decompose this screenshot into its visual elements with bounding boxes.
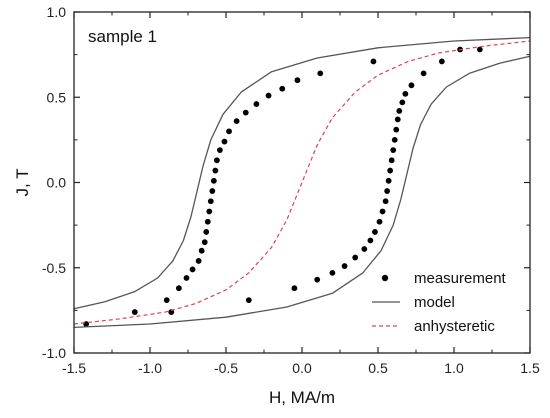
legend-measurement-label: measurement xyxy=(414,270,507,287)
measurement-point xyxy=(399,99,406,106)
x-tick-label: -1.0 xyxy=(138,360,162,376)
measurement-point xyxy=(131,309,138,315)
measurement-point xyxy=(242,109,249,116)
x-tick-label: 0.5 xyxy=(368,360,388,376)
measurement-point xyxy=(195,258,202,264)
measurement-point xyxy=(168,309,175,315)
measurement-point xyxy=(314,276,321,283)
measurement-point xyxy=(391,136,398,143)
y-tick-label: 0.5 xyxy=(47,89,67,105)
anhysteretic-curve xyxy=(73,40,531,325)
measurement-point xyxy=(402,90,409,97)
measurement-point xyxy=(253,101,260,107)
measurement-point xyxy=(376,218,383,225)
x-tick-label: 0.0 xyxy=(292,360,312,376)
measurement-point xyxy=(221,138,228,145)
measurement-point xyxy=(394,116,401,123)
measurement-point xyxy=(189,266,196,273)
measurement-point xyxy=(438,58,445,65)
measurement-point xyxy=(329,269,336,276)
legend-model-label: model xyxy=(414,294,455,311)
measurement-point xyxy=(317,70,324,77)
measurement-point xyxy=(372,229,378,235)
plot-area xyxy=(73,36,531,329)
measurement-point xyxy=(210,177,217,184)
x-axis-label: H, MA/m xyxy=(269,388,335,407)
measurement-point xyxy=(279,85,286,92)
measurement-point xyxy=(291,285,298,292)
y-tick-label: 1.0 xyxy=(47,4,67,20)
axis-ticks: -1.5 -1.0 -0.5 0.0 0.5 1.0 1.5-1.0-0.50.00.51.… xyxy=(42,4,540,376)
measurement-point xyxy=(245,297,252,304)
measurement-point xyxy=(204,218,211,225)
measurement-point xyxy=(382,198,389,205)
x-tick-label: 1.5 xyxy=(520,360,540,376)
measurement-point xyxy=(217,147,223,154)
measurement-point xyxy=(396,107,403,114)
measurement-point xyxy=(206,208,213,215)
y-tick-label: -0.5 xyxy=(42,260,66,276)
measurement-point xyxy=(175,285,182,292)
measurement-point xyxy=(379,208,386,215)
measurement-point xyxy=(420,70,427,77)
legend: measurement model anhysteretic xyxy=(372,270,507,335)
model-curve xyxy=(73,36,531,329)
measurement-point xyxy=(390,147,397,154)
measurement-point xyxy=(387,167,394,174)
measurement-point xyxy=(163,297,170,304)
measurement-point xyxy=(385,177,392,184)
y-tick-label: 0.0 xyxy=(47,175,67,191)
measurement-point xyxy=(226,128,232,135)
legend-anhysteretic-label: anhysteretic xyxy=(414,318,495,335)
measurement-point xyxy=(233,118,240,125)
measurement-point xyxy=(203,229,210,235)
y-axis-label: J, T xyxy=(13,168,32,196)
measurement-point xyxy=(393,126,400,133)
measurement-point xyxy=(209,188,216,194)
sample-annotation: sample 1 xyxy=(88,27,157,46)
measurement-point xyxy=(265,92,272,99)
x-tick-label: -0.5 xyxy=(214,360,238,376)
measurement-point xyxy=(183,275,190,281)
measurement-point xyxy=(212,167,219,174)
measurement-point xyxy=(198,247,205,254)
measurement-point xyxy=(294,77,301,84)
measurement-point xyxy=(388,157,395,164)
measurement-point xyxy=(370,58,377,65)
measurement-point xyxy=(361,246,368,252)
x-tick-label: 1.0 xyxy=(444,360,464,376)
measurement-point xyxy=(213,157,220,164)
measurement-point xyxy=(207,198,214,205)
measurement-point xyxy=(384,188,391,194)
measurement-point xyxy=(408,82,415,89)
y-tick-label: -1.0 xyxy=(42,345,66,361)
measurement-point xyxy=(201,239,208,246)
legend-measurement-marker xyxy=(381,274,389,282)
measurement-point xyxy=(476,46,483,53)
measurement-point xyxy=(341,263,348,269)
measurement-point xyxy=(367,237,374,244)
x-tick-label: -1.5 xyxy=(62,360,86,376)
measurement-point xyxy=(352,254,359,261)
